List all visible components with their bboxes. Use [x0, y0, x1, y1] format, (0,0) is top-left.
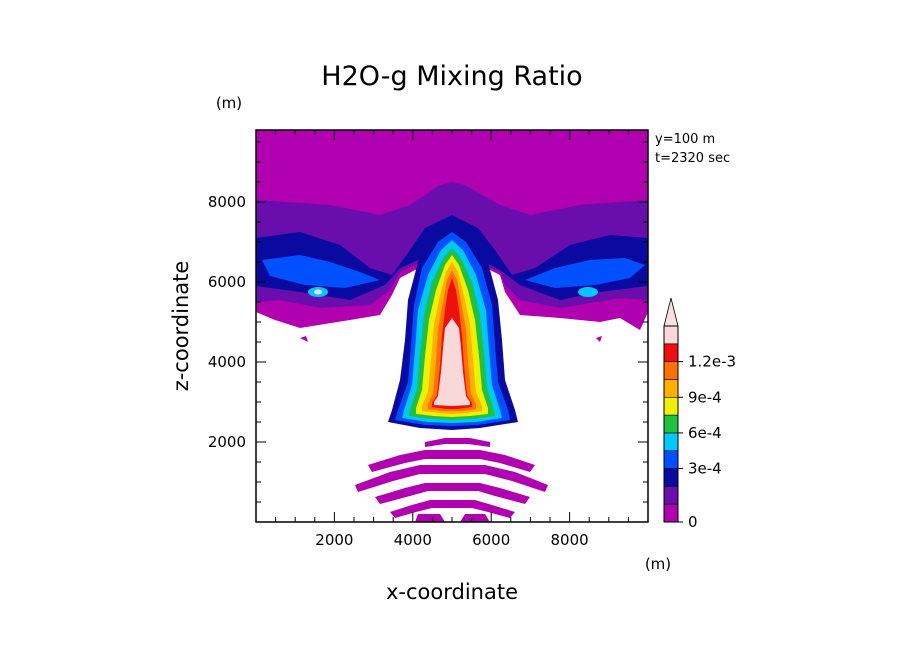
contour-band-16 [434, 318, 470, 406]
contour-band-22 [390, 500, 515, 518]
y-tick-label: 8000 [208, 193, 246, 211]
colorbar-swatch [663, 361, 679, 380]
contour-band-4 [525, 258, 645, 288]
colorbar-swatch [663, 396, 679, 416]
y-tick-label: 2000 [208, 433, 246, 451]
contour-band-18 [425, 438, 490, 447]
x-tick-label: 4000 [394, 531, 432, 549]
x-axis-unit: (m) [645, 555, 671, 573]
colorbar-swatch [663, 343, 679, 362]
colorbar-label: 3e-4 [688, 460, 722, 478]
contour-field [256, 130, 648, 522]
contour-band-19 [368, 450, 535, 472]
colorbar-label: 9e-4 [688, 388, 722, 406]
colorbar-swatch [663, 432, 679, 452]
colorbar: 0 3e-4 6e-4 9e-4 1.2e-3 [663, 297, 736, 531]
colorbar-label: 1.2e-3 [688, 353, 736, 371]
colorbar-swatch [663, 414, 679, 434]
colorbar-extension [663, 297, 679, 327]
contour-band-25 [300, 336, 308, 342]
colorbar-swatch [663, 450, 679, 469]
contour-band-21 [375, 483, 530, 504]
colorbar-swatch [663, 325, 679, 345]
y-axis-label: z-coordinate [169, 261, 193, 392]
contour-band-6 [578, 287, 598, 297]
contour-band-7 [314, 289, 322, 295]
x-tick-label: 6000 [472, 531, 510, 549]
annotation-y: y=100 m [655, 132, 715, 147]
y-axis: 2000 4000 6000 8000 [208, 141, 648, 503]
y-tick-label: 4000 [208, 353, 246, 371]
contour-band-3 [262, 255, 380, 288]
x-axis: 2000 4000 6000 8000 [275, 130, 629, 549]
contour-band-26 [596, 336, 602, 342]
y-axis-unit: (m) [216, 94, 242, 112]
colorbar-swatch [663, 379, 679, 398]
x-axis-label: x-coordinate [386, 580, 518, 604]
contour-band-17 [447, 300, 457, 312]
contour-band-24 [460, 514, 490, 522]
colorbar-swatch [663, 503, 679, 523]
colorbar-label: 6e-4 [688, 424, 722, 442]
annotation-t: t=2320 sec [655, 151, 730, 166]
colorbar-swatch [663, 468, 679, 487]
colorbar-swatch [663, 486, 679, 505]
chart-title: H2O-g Mixing Ratio [321, 61, 582, 92]
y-tick-label: 6000 [208, 273, 246, 291]
colorbar-label: 0 [688, 513, 698, 531]
x-tick-label: 8000 [551, 531, 589, 549]
contour-band-23 [415, 514, 445, 522]
colorbar-frame [663, 325, 679, 523]
x-tick-label: 2000 [315, 531, 353, 549]
contour-band-20 [355, 465, 548, 492]
